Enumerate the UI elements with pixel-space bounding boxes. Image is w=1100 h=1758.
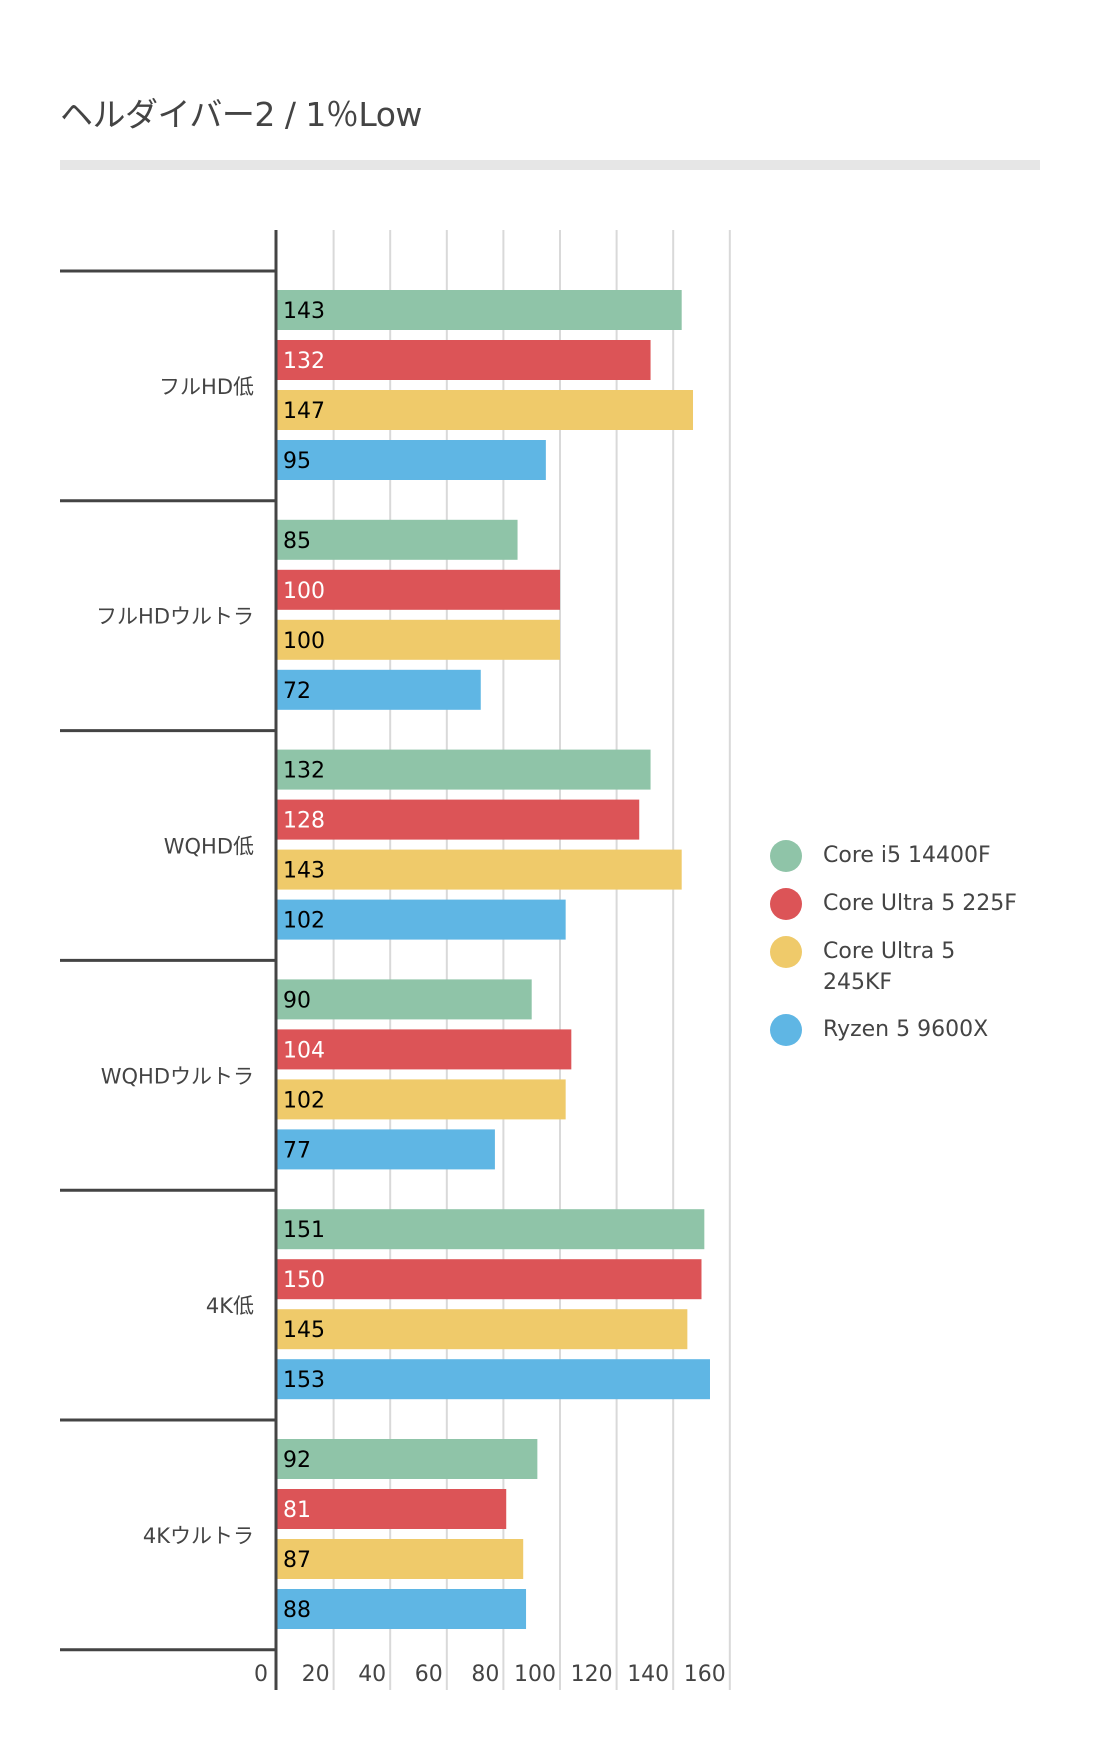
bar-value-label: 150 — [283, 1268, 325, 1293]
bar-value-label: 143 — [283, 299, 325, 324]
legend-marker-icon — [770, 840, 802, 872]
bar-value-label: 92 — [283, 1448, 311, 1473]
chart-title: ヘルダイバー2 / 1％Low — [60, 95, 422, 134]
bar — [277, 1359, 710, 1400]
bar — [277, 799, 640, 840]
x-tick-labels: 0 20 40 60 80 100 120 140 160 — [254, 1662, 726, 1687]
bar — [277, 1539, 524, 1579]
bar — [277, 899, 566, 940]
bar-value-label: 87 — [283, 1548, 311, 1573]
bar-value-label: 77 — [283, 1138, 311, 1163]
title-divider — [60, 160, 1040, 170]
legend-label: Core i5 14400F — [823, 843, 991, 868]
legend-marker-icon — [770, 936, 802, 968]
bar — [277, 1079, 566, 1120]
bar-value-label: 100 — [283, 629, 325, 654]
bar — [277, 1589, 527, 1629]
legend-marker-icon — [770, 1014, 802, 1046]
x-tick-label: 0 — [254, 1662, 268, 1687]
x-tick-label: 160 — [684, 1662, 726, 1687]
bar — [277, 1439, 538, 1479]
category-label: WQHDウルトラ — [101, 1064, 254, 1088]
category-label: フルHD低 — [159, 375, 254, 399]
bar-value-label: 143 — [283, 859, 325, 884]
legend-label: Ryzen 5 9600X — [823, 1017, 989, 1042]
x-tick-label: 140 — [627, 1662, 669, 1687]
bar-value-label: 104 — [283, 1038, 325, 1063]
bar-value-label: 102 — [283, 909, 325, 934]
bar — [277, 979, 532, 1020]
bar-value-label: 153 — [283, 1368, 325, 1393]
bar — [277, 849, 682, 890]
bar-value-label: 72 — [283, 679, 311, 704]
bar-value-label: 145 — [283, 1318, 325, 1343]
bar — [277, 290, 682, 330]
category-label: WQHD低 — [164, 835, 254, 859]
bar — [277, 440, 546, 480]
legend-item[interactable]: Core Ultra 5 225F — [770, 888, 1023, 920]
bar-value-label: 151 — [283, 1218, 325, 1243]
bar — [277, 1209, 705, 1250]
bar — [277, 519, 518, 560]
bar — [277, 390, 694, 430]
category-label: フルHDウルトラ — [96, 605, 254, 629]
legend: Core i5 14400F Core Ultra 5 225F Core Ul… — [770, 840, 1023, 1062]
bar-value-label: 102 — [283, 1088, 325, 1113]
bar — [277, 669, 481, 710]
legend-label-line1: Core Ultra 5 — [823, 939, 956, 964]
legend-item[interactable]: Core Ultra 5 245KF — [770, 936, 1023, 998]
bar-value-label: 147 — [283, 399, 325, 424]
bar-value-label: 81 — [283, 1498, 311, 1523]
bar-value-label: 88 — [283, 1598, 311, 1623]
bar — [277, 340, 651, 380]
bar-value-label: 128 — [283, 809, 325, 834]
legend-marker-icon — [770, 888, 802, 920]
legend-label-line2: 245KF — [823, 970, 893, 995]
bar — [277, 749, 651, 790]
legend-item[interactable]: Ryzen 5 9600X — [770, 1014, 1023, 1046]
bar-value-label: 95 — [283, 449, 311, 474]
x-tick-label: 20 — [302, 1662, 330, 1687]
bar-value-label: 132 — [283, 349, 325, 374]
bar-value-label: 85 — [283, 529, 311, 554]
x-tick-label: 80 — [471, 1662, 499, 1687]
bar-value-label: 90 — [283, 988, 311, 1013]
legend-label: Core Ultra 5 245KF — [823, 936, 1023, 998]
legend-label: Core Ultra 5 225F — [823, 891, 1017, 916]
bar-value-label: 132 — [283, 759, 325, 784]
x-tick-label: 100 — [514, 1662, 556, 1687]
bars: 143 132 147 95 85 100 100 72 132 128 143 102 90 104 10… — [277, 290, 710, 1629]
bar — [277, 1489, 507, 1529]
bar — [277, 1129, 495, 1170]
bar — [277, 1259, 702, 1300]
bar — [277, 1309, 688, 1350]
x-tick-label: 60 — [415, 1662, 443, 1687]
category-separators — [60, 269, 277, 1652]
bar — [277, 1029, 572, 1070]
bar — [277, 569, 560, 610]
x-tick-label: 120 — [571, 1662, 613, 1687]
category-label: 4Kウルトラ — [143, 1524, 254, 1548]
bar-value-label: 100 — [283, 579, 325, 604]
legend-item[interactable]: Core i5 14400F — [770, 840, 1023, 872]
bar — [277, 619, 560, 660]
category-label: 4K低 — [206, 1294, 254, 1318]
x-tick-label: 40 — [358, 1662, 386, 1687]
